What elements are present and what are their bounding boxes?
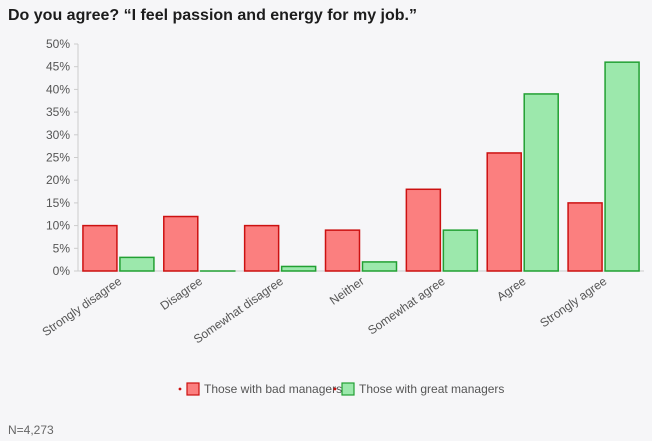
y-tick-label: 0%: [53, 264, 71, 278]
legend-label[interactable]: Those with bad managers: [204, 382, 342, 396]
x-category-label: Somewhat disagree: [191, 274, 286, 346]
bar-bad-managers[interactable]: [243, 224, 280, 272]
y-tick-label: 40%: [46, 82, 70, 96]
y-axis: 0% 5% 10% 15% 20% 25% 30% 35% 40% 45% 50%: [46, 37, 644, 278]
y-tick-label: 20%: [46, 173, 70, 187]
sample-size-note: N=4,273: [8, 423, 54, 437]
bar-bad-managers[interactable]: [567, 202, 603, 272]
legend-dot: [178, 387, 182, 391]
legend[interactable]: Those with bad managers Those with great …: [178, 382, 505, 396]
y-tick-label: 50%: [46, 37, 70, 51]
x-category-label: Strongly agree: [537, 274, 609, 330]
x-category-label: Agree: [494, 274, 529, 304]
bar-bad-managers[interactable]: [405, 188, 442, 272]
x-category-label: Somewhat agree: [365, 274, 448, 338]
x-category-label: Disagree: [158, 274, 206, 313]
bar-great-managers[interactable]: [119, 256, 155, 272]
y-tick-label: 35%: [46, 105, 70, 119]
y-tick-label: 5%: [53, 241, 71, 255]
chart-title: Do you agree? “I feel passion and energy…: [8, 7, 417, 24]
bar-bad-managers[interactable]: [324, 229, 361, 272]
y-tick-label: 25%: [46, 151, 70, 165]
x-category-label: Neither: [327, 274, 367, 308]
legend-swatch[interactable]: [186, 382, 200, 396]
legend-dot: [333, 387, 337, 391]
bar-bad-managers[interactable]: [163, 215, 199, 272]
y-tick-label: 15%: [46, 196, 70, 210]
bar-great-managers[interactable]: [280, 265, 317, 272]
bar-bad-managers[interactable]: [82, 224, 118, 272]
bar-great-managers[interactable]: [523, 93, 559, 272]
legend-label[interactable]: Those with great managers: [359, 382, 504, 396]
bars: [82, 61, 640, 272]
legend-swatch[interactable]: [341, 382, 355, 396]
y-tick-label: 45%: [46, 60, 70, 74]
bar-bad-managers[interactable]: [486, 152, 522, 272]
y-tick-label: 30%: [46, 128, 70, 142]
y-tick-label: 10%: [46, 219, 70, 233]
x-category-label: Strongly disagree: [40, 274, 125, 339]
bar-great-managers[interactable]: [361, 261, 398, 272]
bar-great-managers[interactable]: [604, 61, 640, 272]
bar-great-managers[interactable]: [442, 229, 479, 272]
